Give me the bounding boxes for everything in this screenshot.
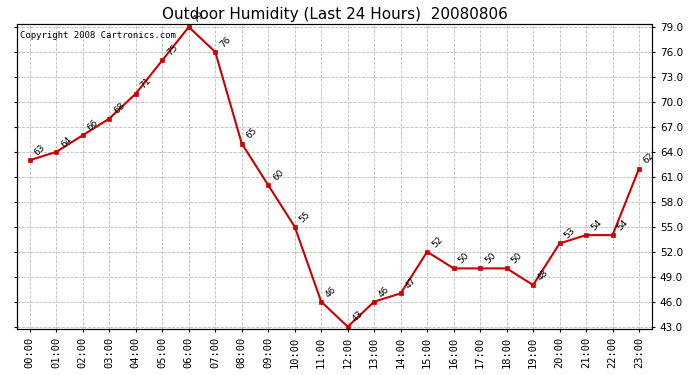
Text: 75: 75: [165, 43, 179, 57]
Text: 71: 71: [139, 76, 153, 91]
Text: 50: 50: [509, 251, 524, 266]
Text: 55: 55: [297, 210, 312, 224]
Title: Outdoor Humidity (Last 24 Hours)  20080806: Outdoor Humidity (Last 24 Hours) 2008080…: [161, 7, 507, 22]
Text: 53: 53: [562, 226, 577, 241]
Text: 50: 50: [483, 251, 497, 266]
Text: 47: 47: [404, 276, 418, 291]
Text: 62: 62: [642, 152, 656, 166]
Text: 66: 66: [86, 118, 100, 132]
Text: 79: 79: [192, 10, 206, 24]
Text: 65: 65: [244, 126, 259, 141]
Text: 63: 63: [32, 143, 47, 158]
Text: 54: 54: [615, 218, 630, 232]
Text: 54: 54: [589, 218, 603, 232]
Text: 60: 60: [271, 168, 286, 182]
Text: 76: 76: [218, 35, 233, 49]
Text: 43: 43: [351, 309, 365, 324]
Text: 46: 46: [377, 285, 391, 299]
Text: Copyright 2008 Cartronics.com: Copyright 2008 Cartronics.com: [20, 31, 176, 40]
Text: 52: 52: [430, 235, 444, 249]
Text: 46: 46: [324, 285, 338, 299]
Text: 50: 50: [456, 251, 471, 266]
Text: 48: 48: [536, 268, 551, 282]
Text: 64: 64: [59, 135, 74, 149]
Text: 68: 68: [112, 101, 126, 116]
